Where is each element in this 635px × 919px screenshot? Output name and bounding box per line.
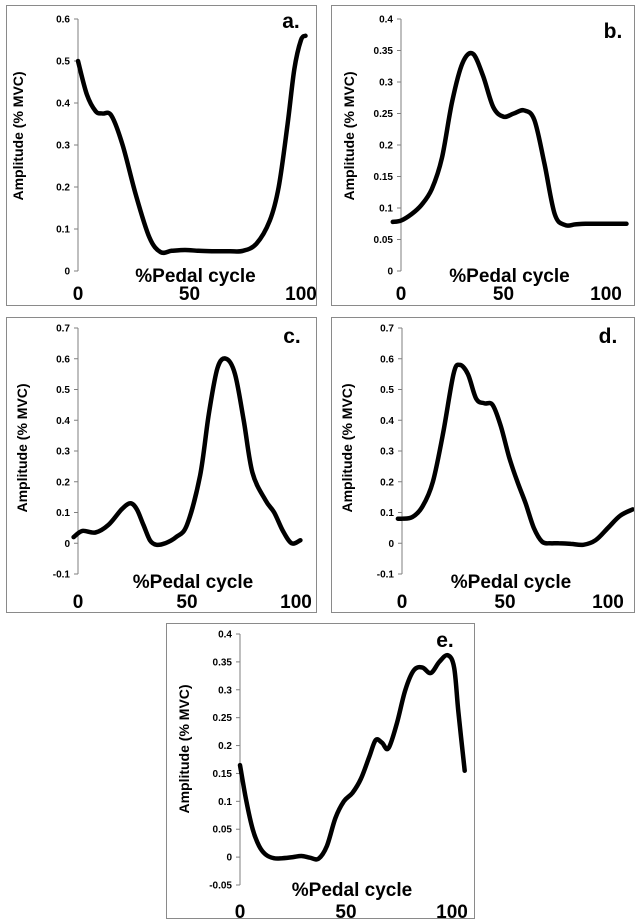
series-line-e [237, 652, 467, 862]
x-tick-label-c: 100 [280, 592, 312, 613]
x-tick-label-a: 50 [179, 284, 200, 305]
panel-label-b: b. [604, 20, 623, 43]
series-line-d [395, 362, 634, 548]
x-axis-label-b: %Pedal cycle [449, 266, 569, 287]
x-axis-label-d: %Pedal cycle [451, 572, 571, 593]
y-axis-label-e: Amplitude (% MVC) [176, 684, 192, 813]
series-line-c [71, 356, 303, 548]
y-tick-label-d: 0.5 [380, 385, 394, 396]
y-tick-label-b: 0.35 [374, 46, 394, 57]
x-tick-label-c: 50 [176, 592, 197, 613]
x-tick-label-b: 50 [493, 284, 514, 305]
y-tick-label-a: 0 [64, 267, 70, 278]
y-tick-label-d: 0 [388, 539, 394, 550]
x-axis-label-a: %Pedal cycle [135, 266, 255, 287]
y-tick-label-e: -0.05 [209, 881, 232, 892]
y-tick-label-c: 0.6 [56, 354, 70, 365]
y-tick-label-d: 0.6 [380, 354, 394, 365]
chart-svg-b: 0 0.05 0.1 0.15 0.2 0.25 0.3 0.35 0.4 0 50 100 %Peda… [341, 15, 629, 305]
y-tick-label-a: 0.3 [56, 141, 70, 152]
y-tick-label-b: 0.05 [374, 235, 394, 246]
panel-label-e: e. [436, 629, 454, 652]
y-tick-label-a: 0.2 [56, 183, 70, 194]
y-tick-label-d: 0.1 [380, 508, 394, 519]
x-tick-label-b: 100 [590, 284, 622, 305]
x-axis-label-c: %Pedal cycle [133, 572, 253, 593]
y-tick-label-e: 0.4 [218, 630, 232, 641]
y-tick-label-b: 0 [387, 267, 393, 278]
y-tick-label-c: 0.5 [56, 385, 70, 396]
y-tick-label-c: -0.1 [53, 570, 71, 581]
y-tick-label-d: 0.3 [380, 447, 394, 458]
y-tick-label-c: 0.2 [56, 477, 70, 488]
x-tick-label-d: 100 [592, 592, 624, 613]
y-tick-label-e: 0.1 [218, 797, 232, 808]
series-line-b [390, 50, 629, 228]
chart-panel-b: 0 0.05 0.1 0.15 0.2 0.25 0.3 0.35 0.4 0 50 100 %Peda… [331, 5, 635, 306]
y-axis-label-d: Amplitude (% MVC) [339, 383, 355, 512]
y-axis-label-a: Amplitude (% MVC) [10, 71, 26, 200]
y-tick-label-e: 0 [226, 853, 232, 864]
x-tick-label-a: 0 [73, 284, 84, 305]
x-tick-label-c: 0 [73, 592, 84, 613]
y-tick-label-b: 0.1 [379, 204, 393, 215]
y-tick-label-e: 0.3 [218, 685, 232, 696]
y-tick-label-b: 0.4 [379, 15, 393, 26]
y-tick-label-e: 0.15 [213, 769, 233, 780]
y-tick-label-d: 0.4 [380, 416, 394, 427]
y-tick-label-c: 0 [64, 539, 70, 550]
y-tick-label-a: 0.4 [56, 99, 70, 110]
x-tick-label-e: 100 [436, 902, 468, 919]
chart-panel-e: -0.05 0 0.05 0.1 0.15 0.2 0.25 0.3 0.35 0.4 0 50 100… [166, 623, 475, 919]
series-line-a [75, 33, 308, 256]
x-tick-label-a: 100 [285, 284, 317, 305]
y-tick-label-e: 0.2 [218, 741, 232, 752]
chart-svg-a: 0 0.1 0.2 0.3 0.4 0.5 0.6 0 50 100 %Pedal cycle Amp… [10, 10, 317, 305]
x-tick-label-e: 50 [335, 902, 356, 919]
x-tick-label-b: 0 [396, 284, 407, 305]
x-tick-label-d: 0 [397, 592, 408, 613]
x-tick-label-e: 0 [235, 902, 246, 919]
y-tick-label-b: 0.25 [374, 109, 394, 120]
y-tick-label-e: 0.25 [213, 713, 233, 724]
y-tick-label-a: 0.5 [56, 57, 70, 68]
y-tick-label-b: 0.2 [379, 141, 393, 152]
chart-svg-d: -0.100.10.20.30.40.50.60.70 50 100%Pedal c… [339, 324, 634, 613]
y-tick-label-b: 0.3 [379, 78, 393, 89]
x-tick-label-d: 50 [494, 592, 515, 613]
panel-label-c: c. [283, 325, 301, 348]
y-tick-label-c: 0.7 [56, 324, 70, 335]
y-tick-label-a: 0.6 [56, 15, 70, 26]
y-tick-label-e: 0.05 [213, 825, 233, 836]
chart-panel-d: -0.1 0 0.1 0.2 0.3 0.4 0.5 0.6 0.7 0 50 100 %Pedal c… [331, 317, 635, 613]
y-tick-label-c: 0.1 [56, 508, 70, 519]
y-tick-label-a: 0.1 [56, 225, 70, 236]
chart-panel-a: 0 0.1 0.2 0.3 0.4 0.5 0.6 0 50 100 %Pedal cycle Amp… [6, 5, 317, 306]
chart-panel-c: -0.1 0 0.1 0.2 0.3 0.4 0.5 0.6 0.7 0 50 100 %Pedal c… [6, 317, 317, 613]
y-tick-label-d: 0.2 [380, 477, 394, 488]
y-tick-label-c: 0.4 [56, 416, 70, 427]
y-tick-label-e: 0.35 [213, 657, 233, 668]
chart-svg-c: -0.100.10.20.30.40.50.60.70 50 100%Pedal c… [14, 324, 312, 613]
panel-label-a: a. [282, 10, 300, 33]
x-axis-label-e: %Pedal cycle [292, 880, 412, 901]
y-tick-label-d: -0.1 [377, 570, 395, 581]
y-axis-label-c: Amplitude (% MVC) [14, 383, 30, 512]
y-tick-label-c: 0.3 [56, 447, 70, 458]
y-axis-label-b: Amplitude (% MVC) [341, 71, 357, 200]
y-tick-label-d: 0.7 [380, 324, 394, 335]
y-tick-label-b: 0.15 [374, 172, 394, 183]
panel-label-d: d. [599, 325, 618, 348]
